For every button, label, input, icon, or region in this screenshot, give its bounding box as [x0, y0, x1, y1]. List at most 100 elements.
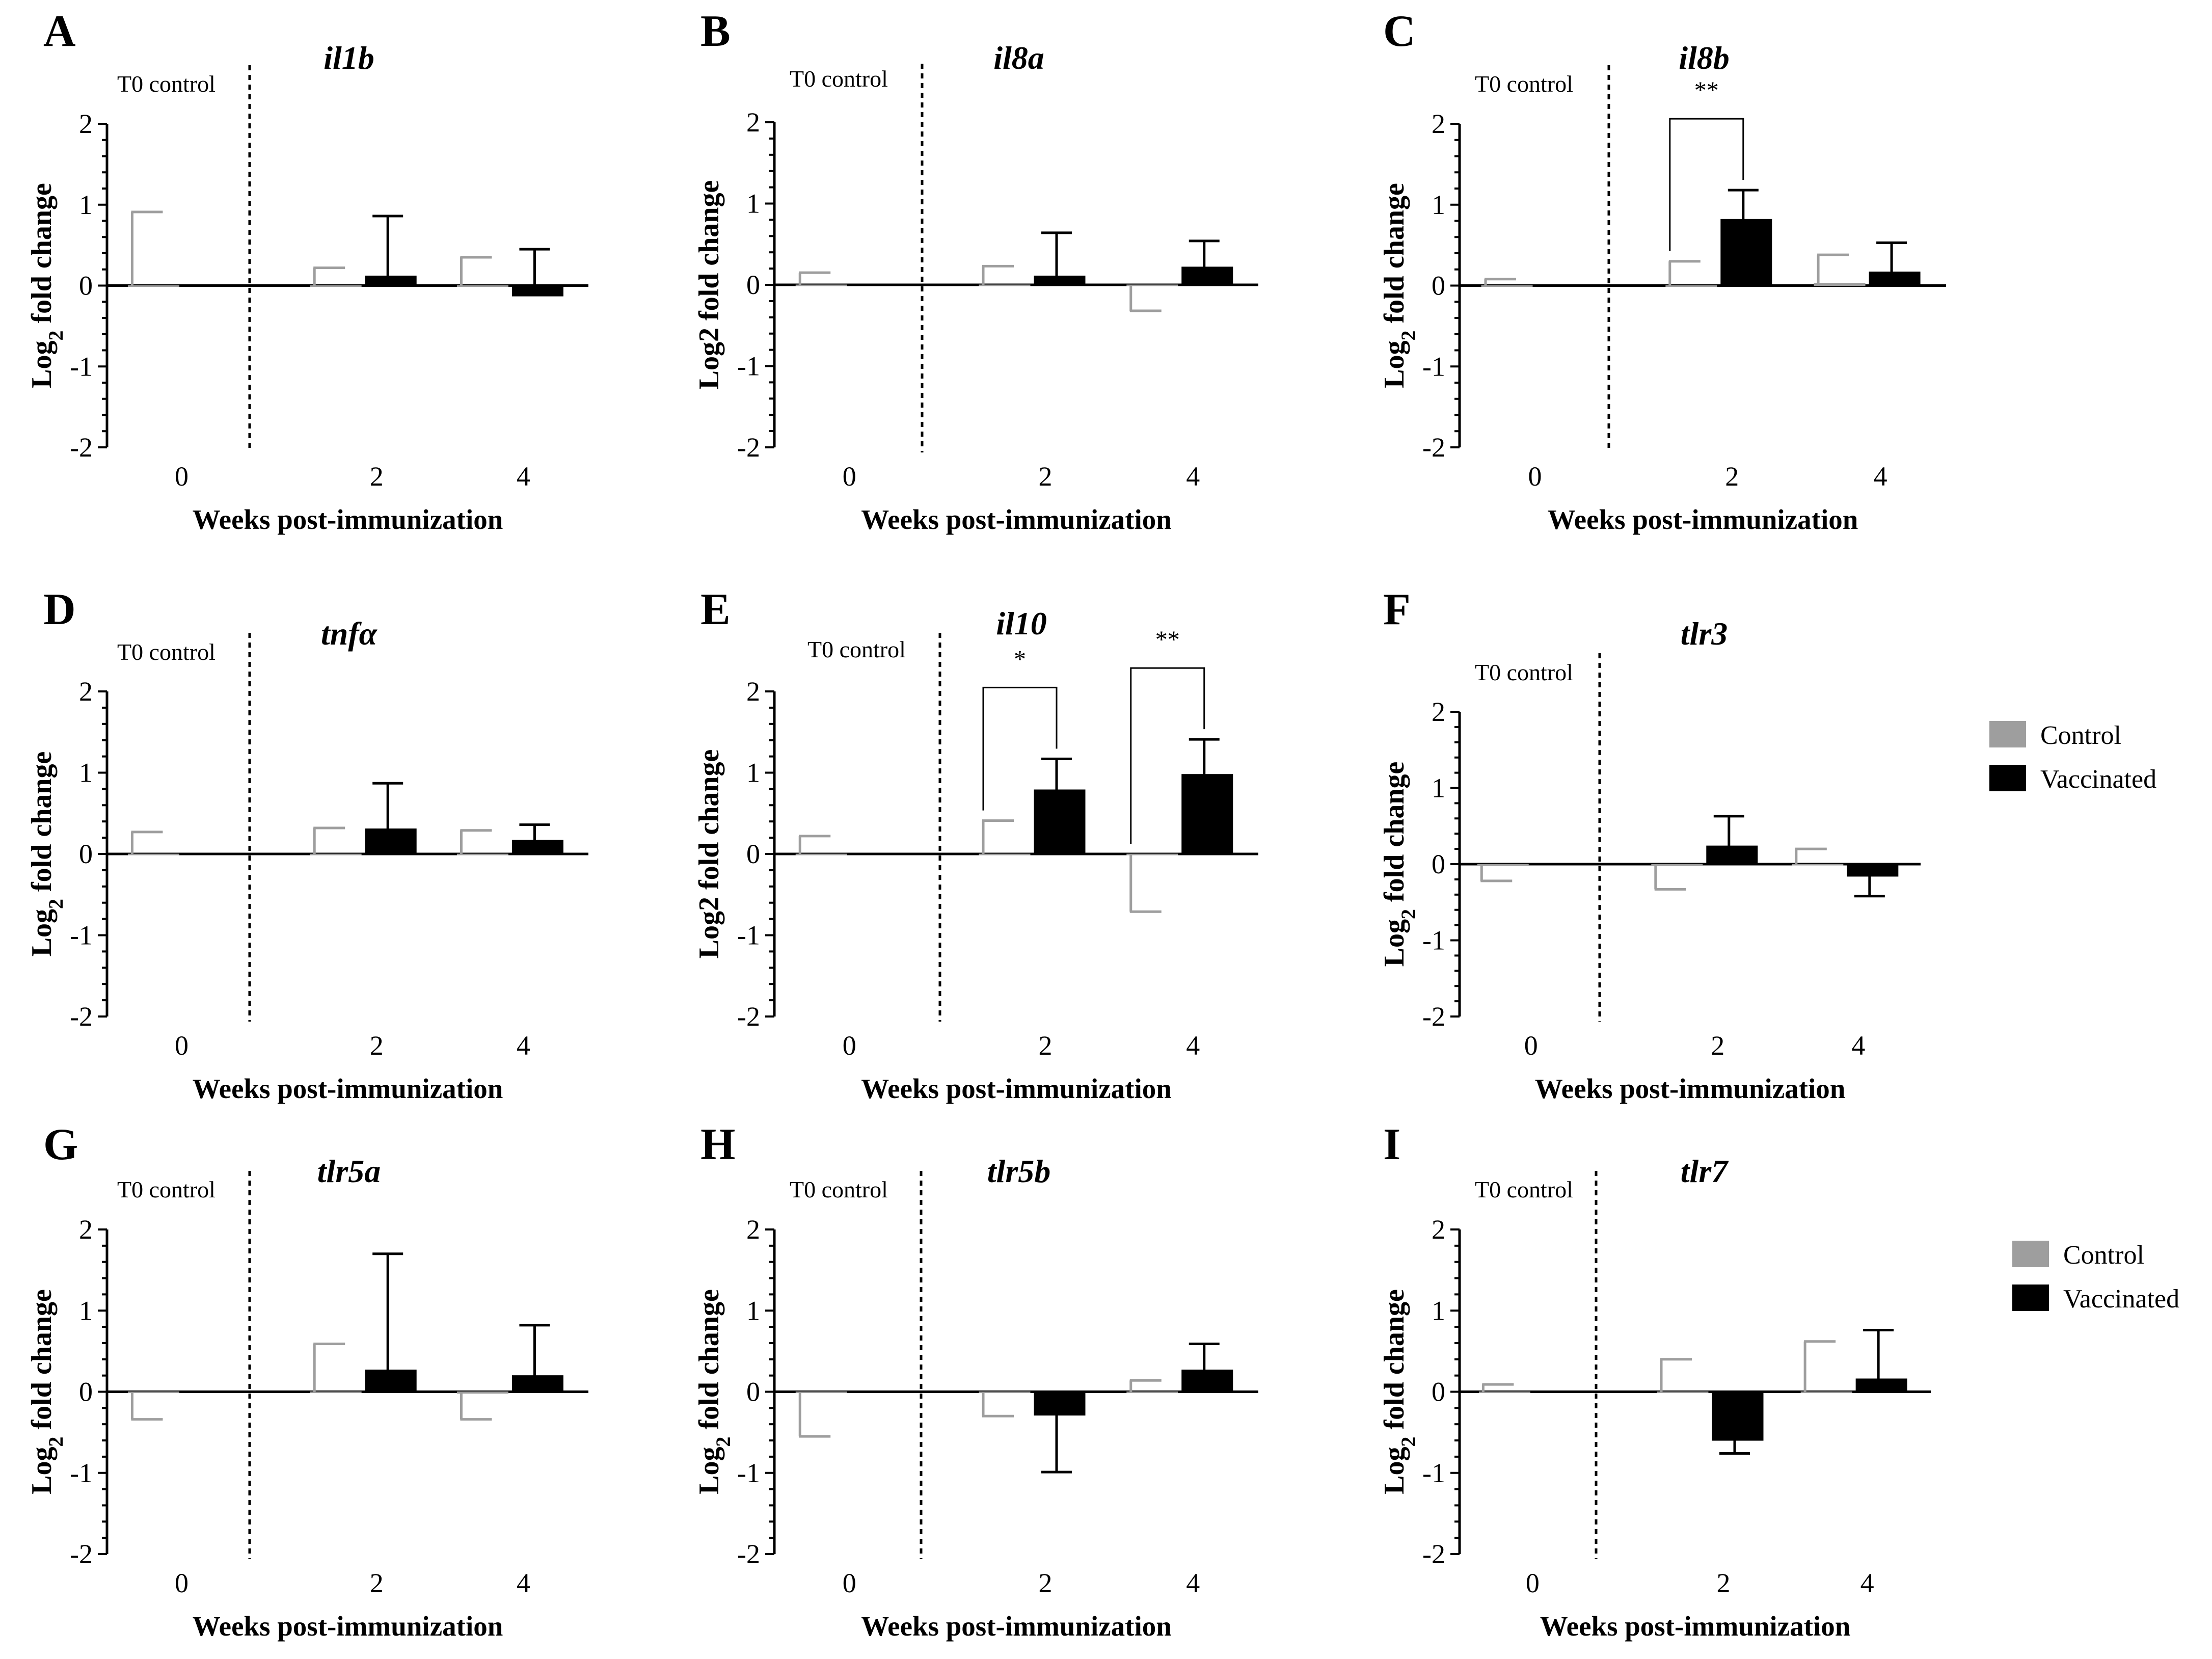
x-tick-label: 0 [843, 1030, 856, 1061]
y-axis-label: Log2 fold change [693, 750, 725, 959]
error-bar-control [1795, 847, 1827, 864]
bar-control [127, 285, 179, 287]
x-tick-label: 0 [175, 461, 188, 492]
bar-vaccinated [1706, 845, 1758, 865]
error-bar-control [1129, 285, 1162, 312]
y-axis-label: Log2 fold change [26, 183, 67, 388]
bar-control [456, 1392, 508, 1394]
legend-swatch-vaccinated [2012, 1285, 2049, 1311]
y-tick-label: -2 [70, 432, 93, 463]
x-tick-label: 0 [175, 1030, 188, 1061]
error-bar-control [460, 829, 492, 854]
error-bar-control [982, 819, 1014, 854]
panel-letter: H [700, 1120, 735, 1169]
x-tick-label: 2 [1039, 1568, 1053, 1598]
y-tick-label: 1 [746, 1295, 760, 1326]
x-tick-label: 0 [843, 461, 856, 492]
error-bar-control [1817, 253, 1849, 283]
panel-letter: I [1383, 1120, 1400, 1169]
x-axis-label: Weeks post-immunization [193, 1611, 503, 1642]
baseline-label: T0 control [1475, 1176, 1573, 1202]
bar-vaccinated [1720, 219, 1772, 286]
y-tick-label: -2 [70, 1001, 93, 1032]
x-tick-label: 2 [370, 1568, 384, 1598]
error-bar-control [1129, 1379, 1162, 1392]
y-tick-label: -2 [1422, 1001, 1445, 1032]
baseline-label: T0 control [117, 1176, 215, 1202]
x-tick-label: 4 [1851, 1030, 1865, 1061]
bar-control [1126, 853, 1178, 855]
y-tick-label: -2 [737, 1539, 760, 1569]
bar-control [795, 1392, 847, 1393]
y-tick-label: 1 [79, 758, 93, 788]
x-tick-label: 0 [1526, 1568, 1540, 1598]
error-bar-control [798, 271, 831, 285]
panel-letter: D [43, 585, 76, 634]
bar-vaccinated [1855, 1378, 1907, 1393]
x-tick-label: 2 [1039, 461, 1053, 492]
x-tick-label: 4 [1860, 1568, 1874, 1598]
x-axis-label: Weeks post-immunization [1540, 1611, 1851, 1642]
baseline-label: T0 control [790, 1176, 888, 1202]
x-tick-label: 4 [517, 461, 530, 492]
chart-title: tlr3 [1681, 616, 1728, 652]
baseline-label: T0 control [117, 639, 215, 665]
bar-control [310, 285, 362, 287]
x-axis-label: Weeks post-immunization [1548, 504, 1858, 535]
bar-control [1126, 1392, 1178, 1393]
y-tick-label: 0 [746, 1377, 760, 1407]
panel-letter: C [1383, 7, 1416, 56]
y-axis-label: Log2 fold change [1379, 762, 1420, 967]
bar-control [795, 853, 847, 855]
bar-vaccinated [365, 1370, 417, 1392]
error-bar-control [1660, 1358, 1692, 1392]
x-tick-label: 2 [1039, 1030, 1053, 1061]
error-bar-vaccinated [519, 1324, 550, 1376]
bar-control [1792, 864, 1844, 866]
legend-label-control: Control [2063, 1241, 2144, 1270]
bar-control [456, 285, 508, 287]
y-tick-label: 1 [1432, 1295, 1445, 1326]
bar-vaccinated [511, 1375, 563, 1392]
error-bar-vaccinated [1189, 738, 1220, 774]
bar-vaccinated [365, 275, 417, 286]
y-tick-label: -2 [70, 1539, 93, 1569]
chart-title: il8b [1679, 40, 1730, 76]
x-tick-label: 2 [370, 461, 384, 492]
baseline-label: T0 control [807, 636, 906, 662]
chart-title: il1b [323, 40, 374, 76]
y-tick-label: -2 [1422, 432, 1445, 463]
error-bar-control [1481, 1383, 1514, 1392]
bar-vaccinated [365, 828, 417, 854]
bar-vaccinated [1034, 1392, 1086, 1416]
baseline-label: T0 control [1475, 71, 1573, 97]
y-tick-label: 0 [79, 839, 93, 869]
x-tick-label: 2 [370, 1030, 384, 1061]
x-tick-label: 4 [1874, 461, 1887, 492]
x-axis-label: Weeks post-immunization [861, 1073, 1172, 1104]
y-tick-label: -1 [70, 351, 93, 382]
y-tick-label: 0 [746, 839, 760, 869]
x-tick-label: 4 [1186, 461, 1200, 492]
y-axis-label: Log2 fold change [693, 180, 725, 390]
error-bar-vaccinated [1189, 1343, 1220, 1370]
error-bar-control [798, 1392, 831, 1438]
x-axis-label: Weeks post-immunization [861, 1611, 1172, 1642]
error-bar-control [798, 835, 831, 854]
y-axis-label: Log2 fold change [1379, 1289, 1420, 1494]
error-bar-control [1668, 260, 1701, 286]
bar-control [979, 1392, 1031, 1393]
error-bar-control [1803, 1340, 1836, 1392]
y-tick-label: 1 [79, 190, 93, 220]
y-tick-label: -1 [737, 351, 760, 382]
y-tick-label: -1 [1422, 351, 1445, 382]
x-tick-label: 2 [1711, 1030, 1724, 1061]
error-bar-vaccinated [1041, 231, 1072, 276]
